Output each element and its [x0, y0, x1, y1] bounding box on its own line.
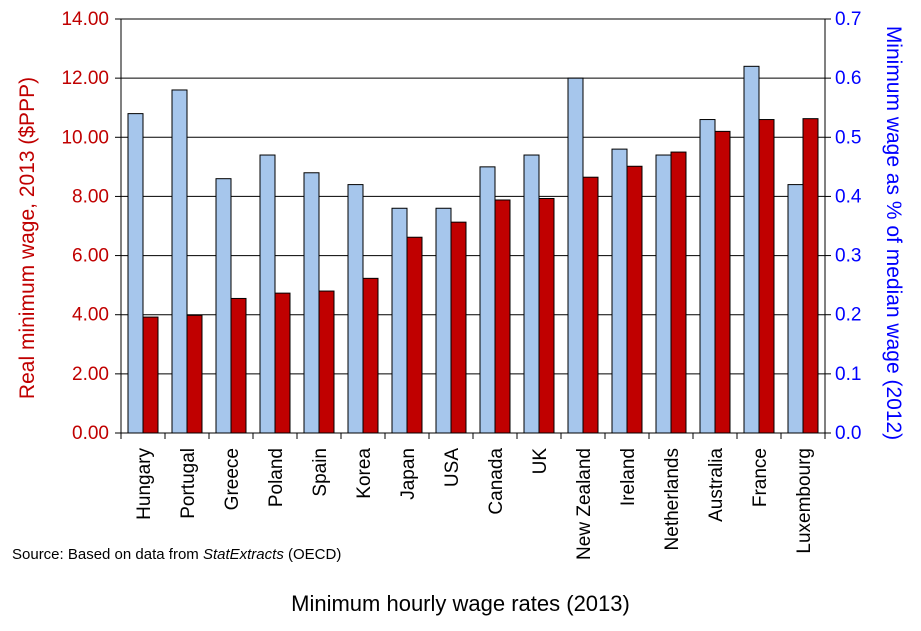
x-tick-label: UK — [530, 448, 551, 475]
right-tick-label: 0.1 — [835, 364, 861, 385]
x-tick-label: Greece — [222, 448, 243, 510]
right-axis-title: Minimum wage as % of median wage (2012) — [882, 26, 905, 440]
x-tick-label: Netherlands — [662, 448, 683, 550]
left-tick-label: 4.00 — [72, 305, 109, 326]
source-note: Source: Based on data from StatExtracts … — [12, 546, 341, 563]
right-tick-label: 0.7 — [835, 9, 861, 30]
left-tick-label: 8.00 — [72, 186, 109, 207]
bar-median-ratio — [215, 178, 232, 434]
bar-real-wage — [538, 197, 555, 434]
x-tick-label: Luxembourg — [794, 448, 815, 554]
right-tick-label: 0.3 — [835, 246, 861, 267]
bar-median-ratio — [655, 154, 672, 434]
left-tick-label: 2.00 — [72, 364, 109, 385]
bar-real-wage — [318, 290, 335, 434]
source-suffix: (OECD) — [283, 546, 342, 563]
bar-real-wage — [186, 314, 203, 434]
x-tick-label: Korea — [354, 448, 375, 499]
bar-median-ratio — [435, 207, 452, 434]
x-tick-label: Spain — [310, 448, 331, 497]
bar-real-wage — [450, 221, 467, 434]
bar-median-ratio — [171, 89, 188, 434]
x-tick-label: Ireland — [618, 448, 639, 506]
bar-median-ratio — [303, 172, 320, 434]
source-prefix: Source: Based on data from — [12, 546, 203, 563]
x-tick-label: France — [750, 448, 771, 507]
right-tick-label: 0.5 — [835, 127, 861, 148]
bar-real-wage — [274, 292, 291, 434]
x-tick-label: Canada — [486, 448, 507, 515]
x-tick-label: USA — [442, 448, 463, 487]
bar-real-wage — [406, 236, 423, 434]
bar-median-ratio — [611, 148, 628, 434]
left-tick-label: 0.00 — [72, 423, 109, 444]
right-tick-label: 0.4 — [835, 186, 862, 207]
bar-real-wage — [230, 297, 247, 434]
bar-real-wage — [582, 176, 599, 434]
bar-real-wage — [670, 151, 687, 434]
bar-real-wage — [758, 119, 775, 434]
x-axis-title: Minimum hourly wage rates (2013) — [291, 591, 630, 616]
x-tick-label: Hungary — [134, 448, 155, 520]
left-tick-label: 12.00 — [61, 68, 109, 89]
bar-median-ratio — [787, 184, 804, 434]
x-tick-label: Japan — [398, 448, 419, 500]
left-tick-label: 14.00 — [61, 9, 109, 30]
bar-median-ratio — [391, 207, 408, 434]
right-tick-label: 0.6 — [835, 68, 861, 89]
bar-real-wage — [802, 118, 819, 434]
right-tick-label: 0.0 — [835, 423, 861, 444]
left-tick-label: 10.00 — [61, 127, 109, 148]
bar-median-ratio — [347, 184, 364, 434]
x-tick-label: New Zealand — [574, 448, 595, 560]
bar-real-wage — [142, 316, 159, 434]
left-axis-title: Real minimum wage, 2013 ($PPP) — [16, 77, 39, 399]
bar-real-wage — [714, 130, 731, 434]
left-tick-label: 6.00 — [72, 246, 109, 267]
bar-real-wage — [362, 277, 379, 434]
bar-median-ratio — [259, 154, 276, 434]
bar-median-ratio — [743, 65, 760, 434]
bar-real-wage — [626, 165, 643, 434]
bar-median-ratio — [699, 119, 716, 434]
bar-median-ratio — [567, 77, 584, 434]
x-tick-label: Poland — [266, 448, 287, 507]
bar-median-ratio — [479, 166, 496, 434]
x-tick-label: Portugal — [178, 448, 199, 519]
bar-median-ratio — [127, 113, 144, 434]
bar-median-ratio — [523, 154, 540, 434]
x-tick-label: Australia — [706, 448, 727, 522]
right-tick-label: 0.2 — [835, 305, 861, 326]
source-italic: StatExtracts — [202, 546, 284, 563]
bar-real-wage — [494, 199, 511, 434]
